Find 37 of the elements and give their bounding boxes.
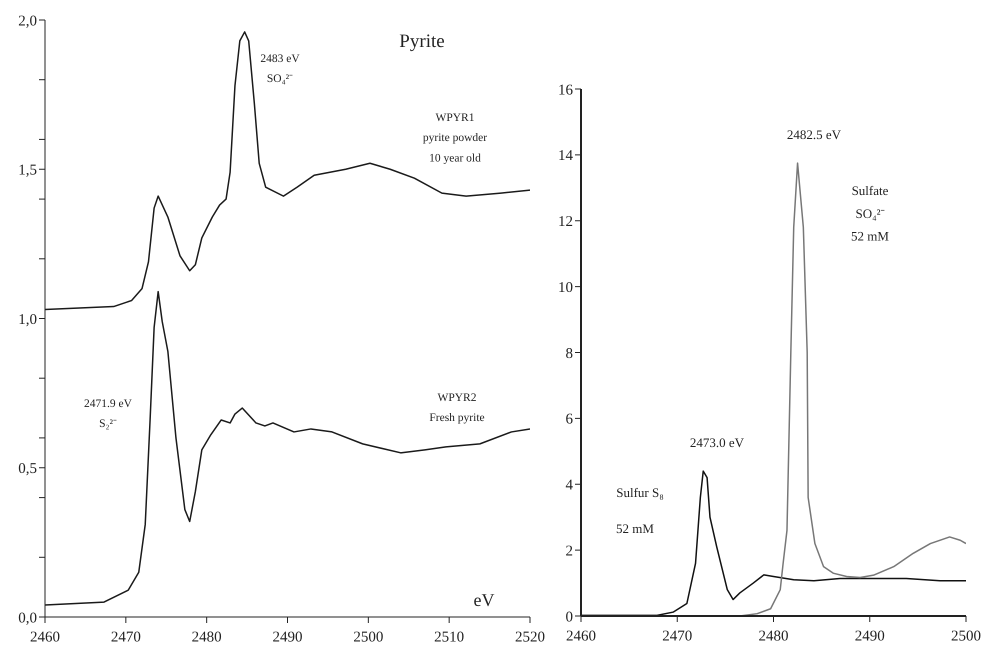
y-tick-label: 0,0 [18,610,37,626]
annotation: Sulfur S₈ [616,485,664,500]
annotation: 52 mM [616,521,654,536]
annotation: WPYR2 Fresh pyrite [429,392,485,424]
x-axis-title: eV [474,590,494,610]
x-tick-label: 2490 [854,628,885,645]
y-tick-label: 1,0 [18,312,37,328]
y-tick-label: 8 [566,346,573,362]
y-tick-label: 0 [566,609,573,626]
annotation: 2471.9 eV S₂²⁻ [84,398,133,430]
x-tick-label: 2480 [758,628,788,645]
y-tick-label: 2,0 [18,13,37,30]
annotation: 2483 eV SO₄²⁻ [260,53,300,86]
y-tick-label: 14 [558,148,574,164]
x-tick-label: 2460 [566,628,596,645]
annotation: Sulfate SO₄²⁻ 52 mM [851,183,890,244]
x-tick-label: 2480 [192,630,222,646]
y-tick-label: 0,5 [18,461,37,478]
x-tick-label: 2510 [434,630,464,646]
annotation: 2482.5 eV [786,127,842,142]
y-tick-label: 1,5 [18,162,37,179]
x-tick-label: 2500 [951,628,981,645]
x-tick-label: 2470 [110,630,141,646]
y-tick-label: 6 [566,412,574,428]
y-tick-label: 10 [558,280,573,296]
x-tick-label: 2500 [353,630,384,646]
y-tick-label: 12 [558,214,573,230]
y-tick-label: 16 [558,82,574,98]
x-tick-label: 2470 [662,628,692,645]
annotation: 2473.0 eV [690,435,745,450]
x-tick-label: 2490 [272,630,302,646]
y-tick-label: 4 [566,478,574,494]
text: Pyrite [399,31,445,52]
annotation: WPYR1 pyrite powder 10 year old [422,112,488,164]
x-tick-label: 2460 [30,630,60,646]
x-tick-label: 2520 [515,630,545,646]
y-tick-label: 2 [566,543,573,560]
